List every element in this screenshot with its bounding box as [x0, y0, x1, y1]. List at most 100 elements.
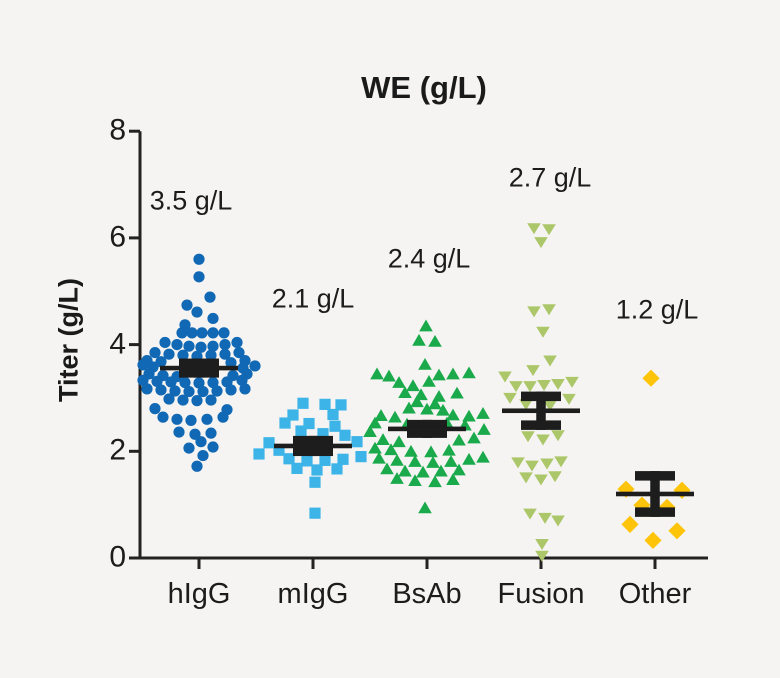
data-point — [419, 319, 433, 332]
data-point — [363, 425, 377, 437]
mean-annotation-BsAb: 2.4 g/L — [387, 243, 471, 274]
sem-cap-top — [635, 471, 675, 481]
data-point — [155, 356, 167, 368]
data-point — [185, 414, 197, 426]
sem-cap-top — [293, 435, 333, 446]
sem-cap-top — [407, 419, 447, 430]
data-point — [155, 384, 167, 396]
data-point — [335, 399, 347, 411]
data-point — [149, 403, 161, 415]
data-point — [408, 474, 422, 487]
data-point — [642, 369, 660, 387]
data-point — [207, 340, 219, 352]
y-tick-label-4: 4 — [109, 326, 126, 360]
data-point — [339, 429, 351, 441]
mean-annotation-Fusion: 2.7 g/L — [508, 162, 592, 193]
swarm-hIgG — [137, 253, 261, 472]
data-point — [179, 376, 191, 389]
data-point — [331, 463, 343, 475]
data-point — [183, 385, 195, 398]
data-point — [562, 393, 576, 405]
data-point — [523, 381, 537, 393]
data-point — [543, 355, 557, 367]
y-tick-label-8: 8 — [109, 113, 126, 147]
data-point — [149, 347, 161, 359]
data-point — [527, 223, 541, 235]
data-point — [535, 539, 549, 551]
data-point — [225, 357, 237, 369]
data-point — [621, 515, 639, 533]
data-point — [446, 473, 460, 485]
data-point — [319, 398, 331, 410]
data-point — [218, 327, 230, 339]
sem-cap-bottom — [635, 507, 675, 517]
mean-sem-bar-mIgG — [274, 435, 352, 457]
data-point — [398, 464, 412, 477]
data-point — [542, 304, 556, 316]
data-point — [392, 435, 406, 448]
data-point — [551, 515, 565, 527]
data-point — [526, 365, 540, 377]
data-point — [462, 452, 476, 465]
data-point — [477, 423, 491, 435]
data-point — [446, 408, 460, 421]
data-point — [183, 340, 195, 352]
data-point — [434, 464, 448, 477]
data-point — [446, 367, 460, 380]
data-point — [205, 349, 217, 361]
mean-line — [274, 443, 352, 449]
data-point — [390, 453, 404, 466]
data-point — [191, 395, 203, 407]
data-point — [207, 376, 219, 389]
data-point — [368, 416, 382, 429]
data-point — [519, 399, 533, 411]
data-point — [374, 409, 388, 421]
data-point — [171, 413, 183, 425]
data-point — [538, 512, 552, 524]
data-point — [151, 375, 163, 388]
data-point — [428, 397, 442, 410]
data-point — [382, 369, 396, 382]
data-point — [173, 426, 185, 438]
sem-cap-bottom — [521, 420, 561, 430]
data-point — [309, 507, 321, 519]
data-point — [380, 462, 394, 475]
data-point — [633, 496, 651, 514]
data-point — [197, 385, 209, 398]
data-point — [428, 475, 442, 488]
sem-cap-top — [179, 358, 219, 369]
data-point — [442, 443, 456, 456]
data-point — [523, 508, 537, 520]
data-point — [291, 462, 303, 474]
data-point — [535, 550, 549, 562]
data-point — [204, 291, 216, 303]
data-point — [511, 457, 525, 469]
swarm-Fusion — [498, 223, 579, 562]
data-point — [542, 224, 556, 236]
data-point — [376, 433, 390, 445]
data-point — [565, 376, 579, 388]
data-point — [404, 444, 418, 457]
data-point — [536, 326, 550, 338]
data-point — [543, 400, 557, 412]
data-point — [163, 393, 175, 405]
data-point — [540, 458, 554, 470]
data-point — [233, 347, 245, 359]
data-point — [297, 397, 309, 409]
data-point — [432, 368, 446, 381]
data-point — [372, 451, 386, 464]
data-point — [176, 327, 188, 339]
swarm-mIgG — [253, 397, 367, 519]
data-point — [370, 367, 384, 380]
data-point — [183, 442, 195, 454]
data-point — [207, 441, 219, 453]
sem-cap-bottom — [293, 446, 333, 457]
data-point — [283, 453, 295, 465]
data-point — [408, 455, 422, 467]
x-tick-label-Fusion: Fusion — [497, 578, 585, 610]
data-point — [197, 449, 209, 462]
sem-cap-bottom — [179, 368, 219, 378]
data-point — [177, 349, 189, 361]
data-point — [416, 465, 430, 478]
data-point — [476, 450, 490, 463]
